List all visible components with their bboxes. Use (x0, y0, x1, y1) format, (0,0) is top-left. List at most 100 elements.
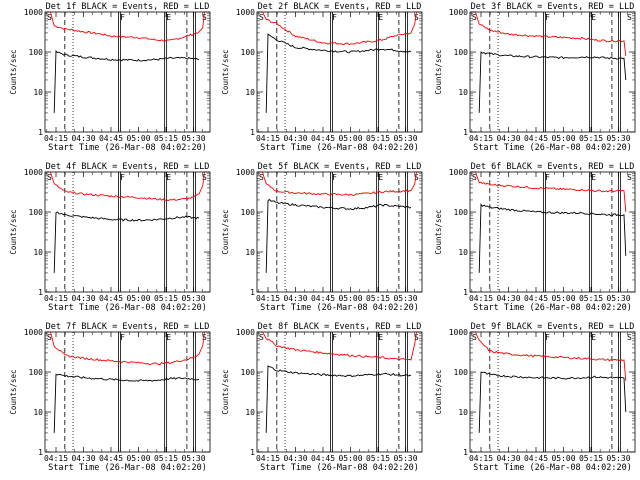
x-tick-label: 05:15 (366, 454, 390, 463)
series-line-events (265, 365, 412, 433)
plot-frame (469, 11, 636, 133)
x-tick-label: 04:30 (283, 454, 307, 463)
y-tick-label: 10 (458, 248, 468, 257)
x-tick-label: 04:15 (256, 294, 280, 303)
x-tick-label: 04:45 (524, 294, 548, 303)
panel-1: Det 1f BLACK = Events, RED = LLD 1 10 100 10… (9, 2, 211, 153)
series-line-events (478, 203, 627, 273)
panel-7: Det 7f BLACK = Events, RED = LLD 1 10 100 10… (9, 322, 211, 473)
panel-title: Det 3f BLACK = Events, RED = LLD (471, 2, 635, 12)
y-tick-label: 10 (33, 88, 43, 97)
panel-title: Det 2f BLACK = Events, RED = LLD (258, 2, 422, 12)
x-axis-label: Start Time (26-Mar-08 04:02:20) (48, 463, 207, 473)
flag-label: F (545, 333, 550, 342)
x-tick-label: 04:30 (71, 134, 95, 143)
flag-label: E (591, 13, 596, 22)
y-tick-label: 1000 (449, 168, 468, 177)
y-tick-label: 1 (250, 288, 255, 297)
flag-label: S (627, 173, 632, 182)
y-axis-label: Counts/sec (221, 369, 230, 414)
series-line-events (265, 198, 412, 273)
flag-label: E (166, 333, 171, 342)
y-tick-label: 1 (38, 128, 43, 137)
y-tick-label: 10 (33, 248, 43, 257)
x-tick-label: 05:00 (126, 134, 150, 143)
x-tick-label: 05:00 (338, 294, 362, 303)
flag-label: E (591, 173, 596, 182)
flag-label: S (627, 13, 632, 22)
x-tick-label: 05:30 (393, 294, 417, 303)
x-tick-label: 04:30 (496, 294, 520, 303)
y-axis-label: Counts/sec (434, 209, 443, 254)
panel-8: Det 8f BLACK = Events, RED = LLD 1 10 100 10… (221, 322, 423, 473)
x-tick-label: 05:00 (551, 454, 575, 463)
flag-label: S (47, 173, 52, 182)
y-tick-label: 100 (454, 368, 469, 377)
flag-label: S (414, 13, 419, 22)
flag-label: S (47, 333, 52, 342)
x-axis-label: Start Time (26-Mar-08 04:02:20) (48, 143, 207, 153)
y-tick-label: 100 (241, 208, 256, 217)
panel-title: Det 1f BLACK = Events, RED = LLD (46, 2, 210, 12)
x-tick-label: 05:15 (366, 134, 390, 143)
x-tick-label: 05:00 (338, 134, 362, 143)
y-tick-label: 1 (38, 288, 43, 297)
flag-label: S (259, 173, 264, 182)
panel-title: Det 4f BLACK = Events, RED = LLD (46, 162, 210, 172)
panel-5: Det 5f BLACK = Events, RED = LLD 1 10 100 10… (221, 162, 423, 313)
y-tick-label: 10 (245, 88, 255, 97)
panel-3: Det 3f BLACK = Events, RED = LLD 1 10 100 10… (434, 2, 636, 153)
x-tick-label: 05:15 (366, 294, 390, 303)
panel-title: Det 5f BLACK = Events, RED = LLD (258, 162, 422, 172)
x-tick-label: 05:00 (338, 454, 362, 463)
series-line-events (265, 33, 412, 113)
y-tick-label: 100 (29, 208, 44, 217)
series-line-lld (262, 11, 417, 46)
flag-label: S (472, 13, 477, 22)
flag-label: E (378, 333, 383, 342)
y-tick-label: 10 (458, 408, 468, 417)
y-tick-label: 1000 (236, 168, 255, 177)
x-tick-label: 04:45 (311, 134, 335, 143)
x-tick-label: 05:15 (579, 134, 603, 143)
flag-label: E (166, 13, 171, 22)
series-line-lld (475, 11, 627, 56)
x-tick-label: 04:15 (469, 294, 493, 303)
x-axis-label: Start Time (26-Mar-08 04:02:20) (48, 303, 207, 313)
x-axis-label: Start Time (26-Mar-08 04:02:20) (260, 303, 419, 313)
y-axis-label: Counts/sec (9, 369, 18, 414)
x-tick-label: 04:45 (311, 294, 335, 303)
x-tick-label: 05:30 (606, 454, 630, 463)
panel-title: Det 7f BLACK = Events, RED = LLD (46, 322, 210, 332)
y-tick-label: 10 (33, 408, 43, 417)
plot-frame (256, 331, 423, 453)
x-tick-label: 04:15 (44, 454, 68, 463)
y-tick-label: 1 (463, 448, 468, 457)
series-line-lld (475, 171, 627, 213)
plot-frame (256, 11, 423, 133)
x-tick-label: 05:30 (393, 454, 417, 463)
panel-4: Det 4f BLACK = Events, RED = LLD 1 10 100 10… (9, 162, 211, 313)
x-tick-label: 04:15 (469, 454, 493, 463)
x-tick-label: 05:00 (126, 294, 150, 303)
y-tick-label: 100 (241, 368, 256, 377)
y-axis-label: Counts/sec (434, 369, 443, 414)
series-line-lld (50, 331, 205, 365)
series-line-events (53, 49, 200, 113)
x-tick-label: 04:45 (99, 294, 123, 303)
x-tick-label: 04:45 (524, 134, 548, 143)
x-tick-label: 04:30 (496, 454, 520, 463)
x-tick-label: 05:15 (154, 134, 178, 143)
y-tick-label: 1000 (236, 328, 255, 337)
x-tick-label: 05:30 (181, 454, 205, 463)
y-tick-label: 1000 (449, 8, 468, 17)
flag-label: F (120, 13, 125, 22)
flag-label: F (120, 333, 125, 342)
series-line-events (53, 211, 200, 273)
x-tick-label: 05:00 (551, 134, 575, 143)
x-tick-label: 05:00 (126, 454, 150, 463)
y-tick-label: 100 (454, 48, 469, 57)
y-axis-label: Counts/sec (221, 209, 230, 254)
series-line-events (478, 371, 627, 433)
